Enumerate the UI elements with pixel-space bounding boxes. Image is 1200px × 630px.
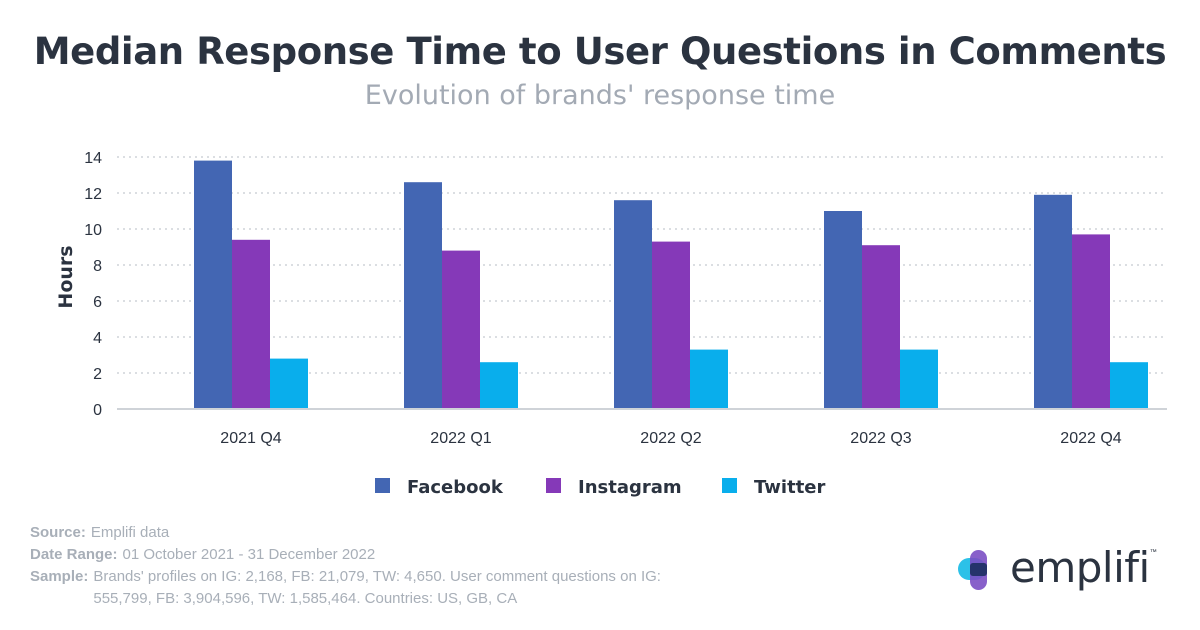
bar-twitter — [900, 349, 938, 409]
y-tick-label: 2 — [93, 366, 102, 383]
footer-notes: Source: Emplifi data Date Range: 01 Octo… — [30, 522, 673, 610]
y-tick-label: 10 — [84, 222, 102, 239]
legend-swatch-instagram — [546, 478, 561, 493]
x-tick-label: 2022 Q1 — [430, 430, 491, 447]
legend-label-facebook: Facebook — [407, 477, 504, 498]
emplifi-logo-mark-icon — [958, 550, 987, 590]
emplifi-logo: emplifi ™ — [956, 542, 1157, 595]
logo-wordmark: emplifi — [1010, 542, 1150, 592]
y-tick-label: 6 — [93, 294, 102, 311]
bar-twitter — [270, 358, 308, 409]
legend: Facebook Instagram Twitter — [375, 477, 826, 498]
x-tick-label: 2022 Q3 — [850, 430, 911, 447]
chart-title: Median Response Time to User Questions i… — [33, 30, 1167, 73]
y-tick-label: 14 — [84, 150, 102, 167]
sample-value: Brands' profiles on IG: 2,168, FB: 21,07… — [93, 568, 661, 607]
bar-facebook — [404, 182, 442, 409]
bar-twitter — [480, 362, 518, 409]
bar-instagram — [862, 245, 900, 409]
bar-twitter — [1110, 362, 1148, 409]
date-range-label: Date Range: — [30, 546, 118, 563]
legend-swatch-facebook — [375, 478, 390, 493]
bar-instagram — [1072, 234, 1110, 409]
y-tick-label: 4 — [93, 330, 102, 347]
bar-chart: 0 2 4 6 8 10 12 14 2021 Q4 2022 Q1 2022 Q2 2022 Q3… — [55, 150, 1167, 498]
legend-label-instagram: Instagram — [578, 477, 682, 498]
bar-facebook — [614, 200, 652, 409]
legend-label-twitter: Twitter — [754, 477, 826, 498]
bar-twitter — [690, 349, 728, 409]
y-tick-label: 0 — [93, 402, 102, 419]
bar-facebook — [1034, 194, 1072, 409]
y-axis-label: Hours — [55, 245, 77, 308]
date-range-value: 01 October 2021 - 31 December 2022 — [122, 546, 376, 563]
y-tick-label: 12 — [84, 186, 102, 203]
bar-facebook — [824, 211, 862, 409]
x-tick-label: 2022 Q4 — [1060, 430, 1121, 447]
sample-row: Sample: Brands' profiles on IG: 2,168, F… — [30, 566, 673, 610]
bar-instagram — [232, 239, 270, 409]
source-value: Emplifi data — [90, 524, 170, 541]
y-tick-label: 8 — [93, 258, 102, 275]
x-axis-ticks: 2021 Q4 2022 Q1 2022 Q2 2022 Q3 2022 Q4 — [220, 430, 1121, 447]
logo-trademark: ™ — [1149, 548, 1157, 556]
y-axis-ticks: 0 2 4 6 8 10 12 14 — [84, 150, 102, 419]
chart-subtitle: Evolution of brands' response time — [364, 80, 836, 111]
bar-instagram — [442, 250, 480, 409]
bar-facebook — [194, 160, 232, 409]
source-row: Source: Emplifi data — [30, 522, 673, 544]
sample-label: Sample: — [30, 568, 89, 585]
bar-instagram — [652, 241, 690, 409]
source-label: Source: — [30, 524, 86, 541]
date-range-row: Date Range: 01 October 2021 - 31 Decembe… — [30, 544, 673, 566]
bars — [194, 160, 1148, 409]
x-tick-label: 2022 Q2 — [640, 430, 701, 447]
legend-swatch-twitter — [722, 478, 737, 493]
x-tick-label: 2021 Q4 — [220, 430, 281, 447]
